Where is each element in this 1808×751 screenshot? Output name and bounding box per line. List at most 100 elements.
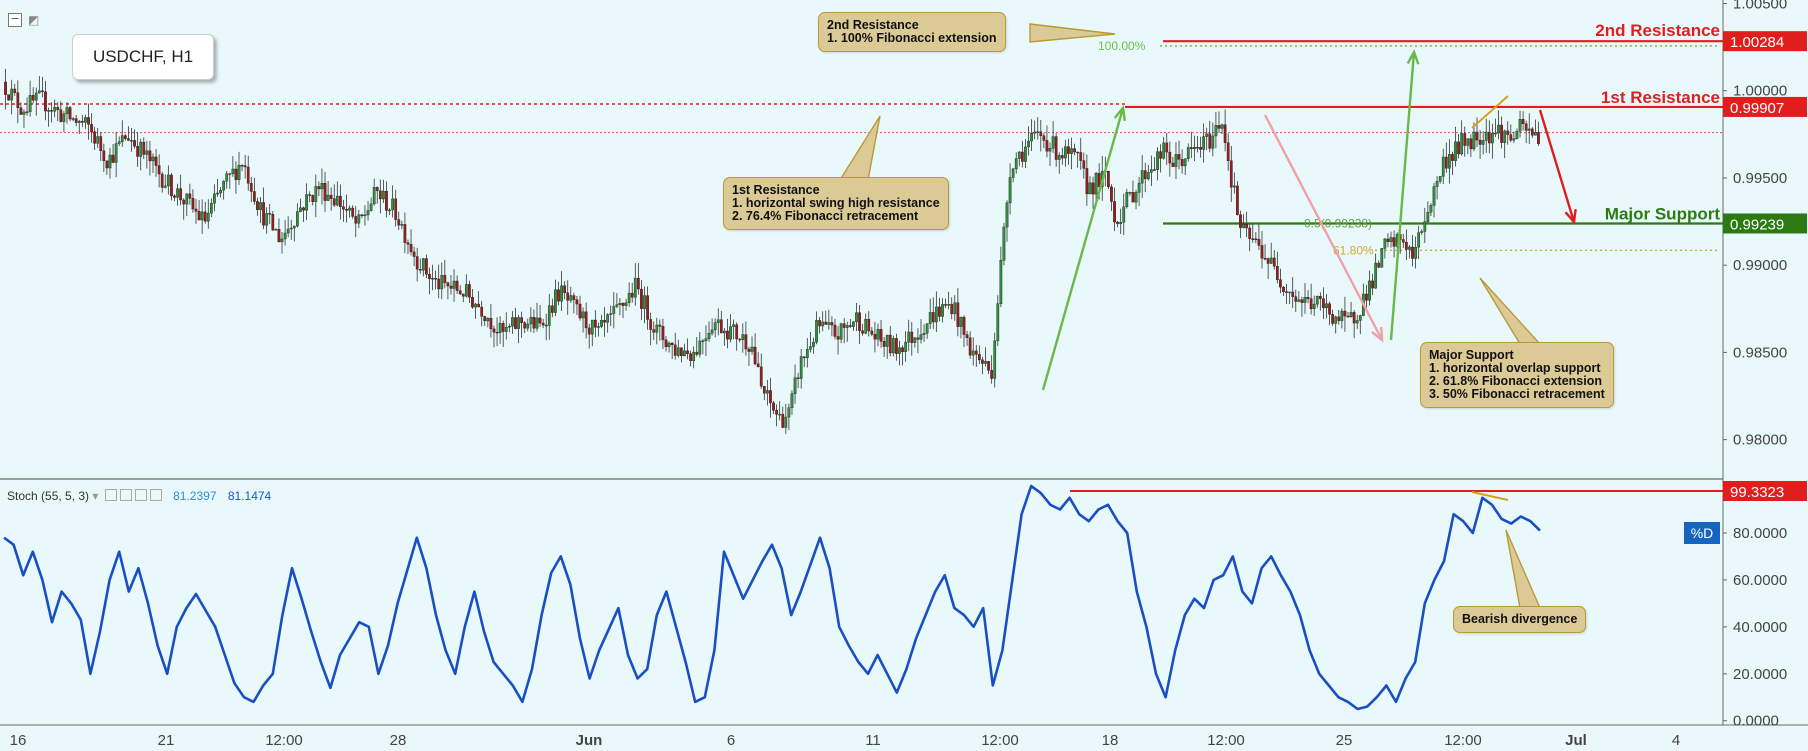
time-tick-label: 6 xyxy=(727,732,735,749)
candle-body xyxy=(934,306,938,323)
candle-body xyxy=(1094,172,1098,195)
candle-body xyxy=(867,319,871,332)
candle-body xyxy=(446,282,450,287)
candle-body xyxy=(600,320,603,327)
candle-body xyxy=(959,316,963,327)
candle-body xyxy=(523,322,527,329)
candle-body xyxy=(385,190,388,211)
eye-icon[interactable] xyxy=(104,489,117,501)
candle-body xyxy=(1506,130,1510,135)
symbol-title[interactable]: USDCHF, H1 xyxy=(72,34,214,80)
candle-body xyxy=(759,366,763,387)
candle-body xyxy=(974,350,978,355)
candle-body xyxy=(326,194,330,201)
candle-body xyxy=(1269,257,1273,264)
price-tick-label: 0.99500 xyxy=(1733,170,1787,187)
candle-body xyxy=(781,413,785,428)
candle-body xyxy=(335,195,339,206)
candle-body xyxy=(640,288,643,309)
candle-body xyxy=(858,312,861,331)
candle-body xyxy=(474,303,477,308)
stochastic-d-value: 81.1474 xyxy=(227,489,272,503)
candle-body xyxy=(366,210,370,216)
duplicate-icon[interactable] xyxy=(134,489,147,501)
chevron-down-icon[interactable]: ▾ xyxy=(92,489,99,503)
candle-body xyxy=(1478,139,1482,145)
candle-body xyxy=(1054,136,1058,160)
candle-body xyxy=(1451,154,1454,161)
candle-body xyxy=(47,110,50,112)
flag-icon[interactable]: ◩ xyxy=(28,13,40,27)
candle-body xyxy=(99,136,103,151)
candle-body xyxy=(1334,316,1338,324)
candle-body xyxy=(173,195,176,198)
candle-body xyxy=(529,317,533,325)
green-swing-arrow-2 xyxy=(1406,49,1420,65)
candle-body xyxy=(984,361,987,364)
candle-body xyxy=(744,334,748,350)
time-tick-label: Jul xyxy=(1565,732,1587,749)
candle-body xyxy=(698,340,702,355)
candle-body xyxy=(1380,248,1384,268)
candle-body xyxy=(1497,124,1500,134)
candle-body xyxy=(1217,125,1221,129)
candle-body xyxy=(182,199,186,205)
candle-body xyxy=(1242,223,1245,228)
candle-body xyxy=(726,330,729,340)
candle-body xyxy=(461,293,465,297)
candle-body xyxy=(139,141,143,157)
candle-body xyxy=(1441,156,1445,177)
candle-body xyxy=(520,317,523,323)
candle-body xyxy=(888,334,892,354)
candle-body xyxy=(16,92,20,109)
candle-body xyxy=(750,346,754,352)
candle-body xyxy=(830,322,834,326)
stoch-tick-label: 60.0000 xyxy=(1733,572,1787,589)
candle-body xyxy=(1484,131,1488,141)
stoch-tag-bg xyxy=(1723,481,1807,501)
candle-body xyxy=(1137,182,1141,193)
candle-body xyxy=(732,324,735,327)
collapse-icon[interactable]: − xyxy=(8,13,22,27)
fib-label-50: 0.5(0.99238) xyxy=(1304,217,1372,231)
candle-body xyxy=(618,303,622,305)
stochastic-header: Stoch (55, 5, 3) ▾ 81.2397 81.1474 xyxy=(7,489,271,503)
candle-body xyxy=(566,292,570,301)
candle-body xyxy=(65,107,69,115)
candle-body xyxy=(41,90,44,92)
candle-body xyxy=(394,198,398,220)
candle-body xyxy=(351,207,355,217)
candle-body xyxy=(68,107,72,120)
candle-body xyxy=(123,135,127,139)
candle-body xyxy=(354,216,358,224)
fib-label-618: 61.80% xyxy=(1333,243,1374,257)
candle-body xyxy=(1150,169,1153,173)
candle-body xyxy=(1475,131,1479,141)
candle-body xyxy=(213,193,216,204)
candle-body xyxy=(197,211,201,221)
candle-body xyxy=(1524,123,1528,131)
candle-body xyxy=(166,174,170,187)
candle-body xyxy=(191,198,195,210)
candle-body xyxy=(56,107,60,110)
candle-body xyxy=(1165,142,1169,153)
candle-body xyxy=(464,284,468,297)
candle-body xyxy=(492,328,496,333)
candle-body xyxy=(443,275,447,283)
candle-body xyxy=(1389,237,1393,242)
candle-body xyxy=(1011,168,1015,178)
candle-body xyxy=(13,88,17,93)
candle-body xyxy=(1438,176,1442,182)
candle-body xyxy=(1414,246,1417,259)
close-icon[interactable] xyxy=(149,489,162,501)
candle-body xyxy=(90,124,93,132)
candle-body xyxy=(615,304,619,307)
candle-body xyxy=(756,363,760,368)
candle-body xyxy=(271,214,275,231)
candle-body xyxy=(895,338,898,354)
settings-icon[interactable] xyxy=(119,489,132,501)
candle-body xyxy=(723,330,726,334)
price-tick-label: 1.00000 xyxy=(1733,83,1787,100)
candle-body xyxy=(114,143,118,163)
callout-bearish-divergence: Bearish divergence xyxy=(1453,606,1587,633)
